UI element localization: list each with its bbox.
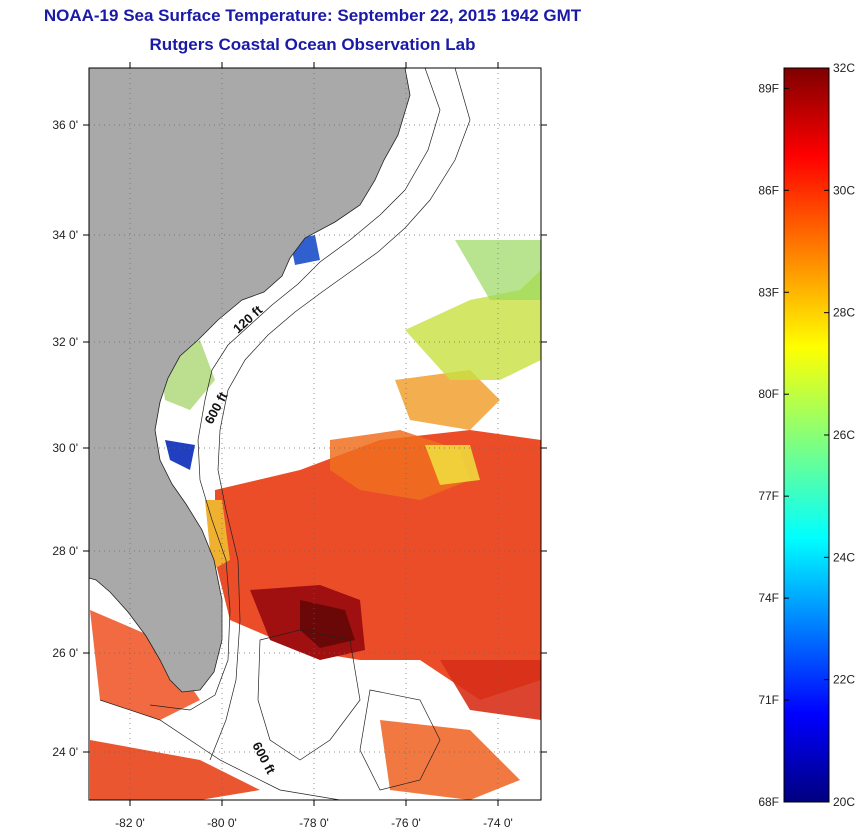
lat-label: 26 0' [52, 646, 78, 660]
lon-label: -78 0' [299, 816, 329, 830]
colorbar-celsius-label: 32C [833, 61, 855, 75]
lon-label: -74 0' [483, 816, 513, 830]
map-title: NOAA-19 Sea Surface Temperature: Septemb… [43, 6, 582, 25]
lat-label: 24 0' [52, 745, 78, 759]
colorbar-celsius-label: 28C [833, 306, 855, 320]
lat-label: 28 0' [52, 544, 78, 558]
lon-ticks [129, 62, 499, 806]
colorbar-fahrenheit-label: 68F [758, 795, 779, 809]
colorbar-celsius-label: 26C [833, 428, 855, 442]
colorbar-fahrenheit-label: 71F [758, 693, 779, 707]
colorbar: 32C 30C 28C 26C 24C 22C 20C 89F 86F 83F 80F 77F 74F 7… [758, 61, 855, 809]
depth-contours [99, 68, 471, 800]
colorbar-celsius-label: 24C [833, 550, 855, 564]
lon-label: -80 0' [207, 816, 237, 830]
lat-ticks [83, 124, 547, 753]
lat-label: 36 0' [52, 118, 78, 132]
lat-label: 34 0' [52, 228, 78, 242]
colorbar-fahrenheit-label: 80F [758, 387, 779, 401]
graticule [89, 68, 541, 800]
colorbar-gradient [783, 67, 830, 803]
colorbar-fahrenheit-label: 89F [758, 81, 779, 95]
land-mass [89, 68, 410, 692]
colorbar-celsius-label: 20C [833, 795, 855, 809]
colorbar-celsius-label: 22C [833, 673, 855, 687]
sst-warm-region [90, 370, 541, 800]
map-subtitle: Rutgers Coastal Ocean Observation Lab [149, 35, 476, 54]
lon-label: -76 0' [391, 816, 421, 830]
lat-label: 30 0' [52, 441, 78, 455]
lat-label: 32 0' [52, 335, 78, 349]
colorbar-fahrenheit-label: 74F [758, 591, 779, 605]
colorbar-fahrenheit-label: 83F [758, 285, 779, 299]
colorbar-fahrenheit-label: 77F [758, 489, 779, 503]
colorbar-fahrenheit-label: 86F [758, 183, 779, 197]
sst-cool-region [160, 235, 541, 570]
lon-label: -82 0' [115, 816, 145, 830]
colorbar-celsius-label: 30C [833, 183, 855, 197]
